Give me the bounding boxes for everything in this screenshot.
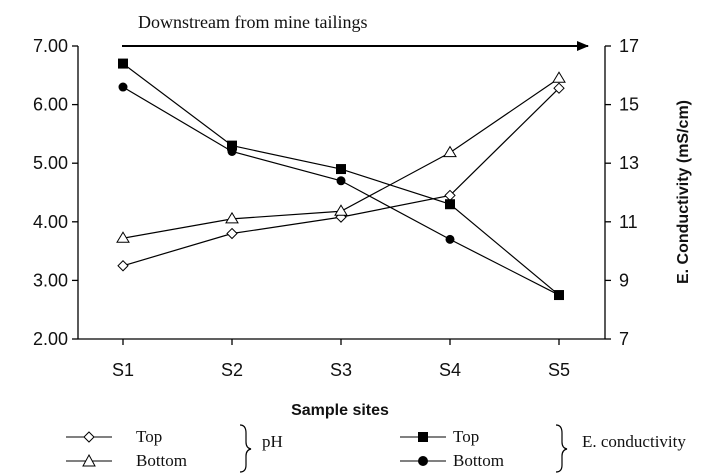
left-tick-label: 3.00 [33,270,68,290]
right-tick-label: 13 [619,153,639,173]
legend-ph-top-label: Top [136,427,162,446]
data-point-circle-filled [118,82,128,92]
circle-filled-icon [418,456,428,466]
legend-ec-bottom-label: Bottom [453,451,504,470]
square-filled-icon [418,432,428,442]
legend-brace-ph [239,424,252,473]
x-axis-title: Sample sites [291,402,389,419]
legend-ec-top: Top [400,427,479,446]
x-tick-label: S3 [330,360,352,380]
data-point-triangle-open [443,145,457,158]
data-point-diamond-open [117,260,129,272]
right-axis-ticks: 7 9 11 13 15 17 [605,36,639,349]
annotation-text: Downstream from mine tailings [138,12,367,32]
left-tick-label: 7.00 [33,36,68,56]
series-layer [116,58,566,301]
legend-ec-top-label: Top [453,427,479,446]
triangle-open-icon [82,453,96,467]
x-tick-label: S1 [112,360,134,380]
data-point-triangle-open [334,204,348,216]
right-tick-label: 15 [619,95,639,115]
data-point-diamond-open [553,82,565,94]
data-point-square-filled [445,199,455,210]
data-point-circle-filled [336,176,346,186]
data-point-square-filled [336,164,346,175]
x-tick-label: S5 [548,360,570,380]
legend-group-ph: pH [262,432,283,451]
left-tick-label: 5.00 [33,153,68,173]
legend: Top Bottom pH Top Bottom E. conductivity [66,424,686,473]
diamond-open-icon [83,431,95,443]
data-point-triangle-open [116,231,130,243]
right-tick-label: 11 [619,212,638,232]
left-tick-label: 6.00 [33,95,68,115]
right-tick-label: 7 [619,329,629,349]
left-tick-label: 4.00 [33,212,68,232]
right-tick-label: 17 [619,36,639,56]
legend-ph-bottom-label: Bottom [136,451,187,470]
data-point-circle-filled [227,146,237,156]
data-point-diamond-open [226,227,238,240]
data-point-triangle-open [552,71,566,83]
legend-ec-bottom: Bottom [400,451,504,470]
data-point-square-filled [227,140,237,151]
x-axis-ticks: S1 S2 S3 S4 S5 [112,339,570,380]
legend-brace-ec [555,424,568,473]
data-point-circle-filled [445,234,455,244]
x-tick-label: S2 [221,360,243,380]
series-line-econductivity-bottom [122,86,560,296]
data-point-square-filled [118,58,128,69]
right-axis-title: E. Conductivity (mS/cm) [675,100,692,284]
left-axis-ticks: 2.00 3.00 4.00 5.00 6.00 7.00 [33,36,78,349]
legend-group-ec: E. conductivity [582,432,686,451]
data-point-triangle-open [225,211,239,224]
right-tick-label: 9 [619,270,629,290]
x-tick-label: S4 [439,360,461,380]
legend-ph-bottom: Bottom [66,451,187,470]
data-point-circle-filled [554,290,564,300]
left-tick-label: 2.00 [33,329,68,349]
legend-ph-top: Top [66,427,162,446]
